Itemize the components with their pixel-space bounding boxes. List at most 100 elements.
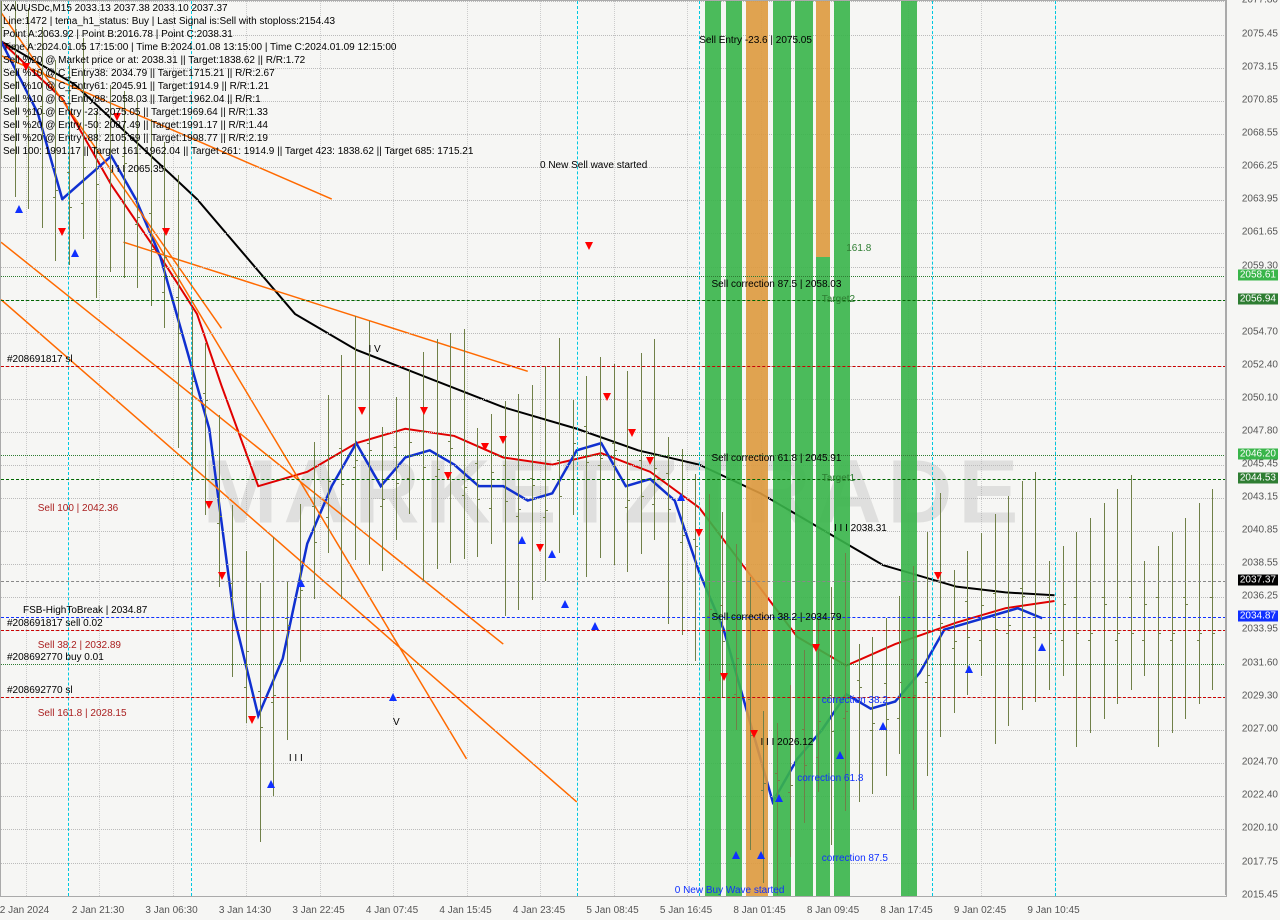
horizontal-level-line <box>1 581 1226 582</box>
price-tick-label: 2015.45 <box>1242 890 1278 901</box>
price-tick-label: 2024.70 <box>1242 757 1278 768</box>
price-tick-label: 2052.40 <box>1242 359 1278 370</box>
info-line: Sell %10 @ C_Entry38: 2034.79 || Target:… <box>3 67 473 80</box>
time-tick-label: 3 Jan 06:30 <box>145 905 197 916</box>
info-text-block: XAUUSDc,M15 2033.13 2037.38 2033.10 2037… <box>3 2 473 158</box>
price-badge: 2046.20 <box>1238 448 1278 459</box>
chart-annotation-label: Sell Entry -23.6 | 2075.05 <box>699 35 812 46</box>
chart-annotation-label: I I I 2026.12 <box>761 737 814 748</box>
price-tick-label: 2033.95 <box>1242 624 1278 635</box>
horizontal-level-line <box>1 697 1226 698</box>
chart-annotation-label: correction 61.8 <box>797 773 863 784</box>
time-tick-label: 3 Jan 22:45 <box>292 905 344 916</box>
chart-annotation-label: 0 New Buy Wave started <box>675 885 785 896</box>
chart-annotation-label: 161.8 <box>846 243 871 254</box>
info-line: Sell %20 @ Market price or at: 2038.31 |… <box>3 54 473 67</box>
price-tick-label: 2045.45 <box>1242 459 1278 470</box>
price-tick-label: 2063.95 <box>1242 193 1278 204</box>
sell-arrow-icon <box>934 572 942 580</box>
buy-arrow-icon <box>389 693 397 701</box>
buy-arrow-icon <box>297 579 305 587</box>
chart-container: MARKETZTRADE #208691817 sl#208692770 buy… <box>0 0 1280 920</box>
time-tick-label: 2 Jan 2024 <box>0 905 49 916</box>
buy-arrow-icon <box>836 751 844 759</box>
sell-arrow-icon <box>720 673 728 681</box>
price-badge: 2034.87 <box>1238 611 1278 622</box>
sell-arrow-icon <box>628 429 636 437</box>
price-badge: 2037.37 <box>1238 575 1278 586</box>
price-zone <box>816 257 831 896</box>
price-tick-label: 2029.30 <box>1242 691 1278 702</box>
chart-annotation-label: Sell correction 87.5 | 2058.03 <box>712 279 842 290</box>
price-zone <box>834 1 850 896</box>
buy-arrow-icon <box>677 493 685 501</box>
sell-arrow-icon <box>750 730 758 738</box>
sell-arrow-icon <box>358 407 366 415</box>
price-tick-label: 2043.15 <box>1242 492 1278 503</box>
chart-annotation-label: Sell 38.2 | 2032.89 <box>38 640 121 651</box>
time-tick-label: 4 Jan 23:45 <box>513 905 565 916</box>
buy-arrow-icon <box>775 794 783 802</box>
info-line: Sell %20 @ Entry -50: 2087.49 || Target:… <box>3 119 473 132</box>
price-tick-label: 2022.40 <box>1242 790 1278 801</box>
sell-arrow-icon <box>218 572 226 580</box>
time-tick-label: 9 Jan 02:45 <box>954 905 1006 916</box>
price-tick-label: 2040.85 <box>1242 525 1278 536</box>
cycle-vertical-line <box>932 1 933 896</box>
info-line: Sell %10 @ C_Entry88: 2058.03 || Target:… <box>3 93 473 106</box>
price-tick-label: 2066.25 <box>1242 160 1278 171</box>
chart-annotation-label: V <box>393 717 400 728</box>
sell-arrow-icon <box>585 242 593 250</box>
symbol-title: XAUUSDc,M15 2033.13 2037.38 2033.10 2037… <box>3 2 473 15</box>
horizontal-level-line <box>1 455 1226 456</box>
time-tick-label: 9 Jan 10:45 <box>1027 905 1079 916</box>
price-tick-label: 2068.55 <box>1242 127 1278 138</box>
level-label: #208692770 sl <box>7 685 73 696</box>
price-tick-label: 2038.55 <box>1242 558 1278 569</box>
sell-arrow-icon <box>603 393 611 401</box>
chart-annotation-label: Sell 100 | 2042.36 <box>38 503 118 514</box>
time-tick-label: 4 Jan 07:45 <box>366 905 418 916</box>
level-label: FSB-HighToBreak | 2034.87 <box>23 605 147 616</box>
time-axis: 2 Jan 2024 2 Jan 21:30 3 Jan 06:30 3 Jan 14… <box>0 896 1225 920</box>
price-tick-label: 2020.10 <box>1242 823 1278 834</box>
buy-arrow-icon <box>267 780 275 788</box>
chart-annotation-label: Target1 <box>822 473 855 484</box>
price-zone <box>773 1 791 896</box>
price-tick-label: 2070.85 <box>1242 94 1278 105</box>
horizontal-level-line <box>1 276 1226 277</box>
horizontal-level-line <box>1 617 1226 618</box>
chart-annotation-label: 0 New Sell wave started <box>540 160 647 171</box>
time-tick-label: 4 Jan 15:45 <box>439 905 491 916</box>
info-line: Line:1472 | tema_h1_status: Buy | Last S… <box>3 15 473 28</box>
chart-annotation-label: correction 87.5 <box>822 853 888 864</box>
horizontal-level-line <box>1 366 1226 367</box>
info-line: Sell %20 @ Entry -88: 2105.69 || Target:… <box>3 132 473 145</box>
time-tick-label: 2 Jan 21:30 <box>72 905 124 916</box>
time-tick-label: 3 Jan 14:30 <box>219 905 271 916</box>
info-line: Time A:2024.01.05 17:15:00 | Time B:2024… <box>3 41 473 54</box>
cycle-vertical-line <box>1055 1 1056 896</box>
level-label: #208691817 sl <box>7 354 73 365</box>
time-tick-label: 5 Jan 16:45 <box>660 905 712 916</box>
sell-arrow-icon <box>58 228 66 236</box>
chart-annotation-label: Sell 161.8 | 2028.15 <box>38 708 127 719</box>
sell-arrow-icon <box>536 544 544 552</box>
info-line: Sell %10 @ Entry -23: 2075.05 || Target:… <box>3 106 473 119</box>
price-tick-label: 2036.25 <box>1242 591 1278 602</box>
chart-annotation-label: Target2 <box>822 294 855 305</box>
chart-annotation-label: I V <box>369 344 381 355</box>
price-axis: 2015.452017.752020.102022.402024.702027.… <box>1225 0 1280 895</box>
price-tick-label: 2061.65 <box>1242 226 1278 237</box>
price-badge: 2058.61 <box>1238 270 1278 281</box>
sell-arrow-icon <box>499 436 507 444</box>
horizontal-level-line <box>1 630 1226 631</box>
buy-arrow-icon <box>561 600 569 608</box>
sell-arrow-icon <box>205 501 213 509</box>
price-tick-label: 2075.45 <box>1242 28 1278 39</box>
sell-arrow-icon <box>420 407 428 415</box>
time-tick-label: 8 Jan 09:45 <box>807 905 859 916</box>
time-tick-label: 8 Jan 17:45 <box>880 905 932 916</box>
price-tick-label: 2027.00 <box>1242 724 1278 735</box>
sell-arrow-icon <box>812 644 820 652</box>
